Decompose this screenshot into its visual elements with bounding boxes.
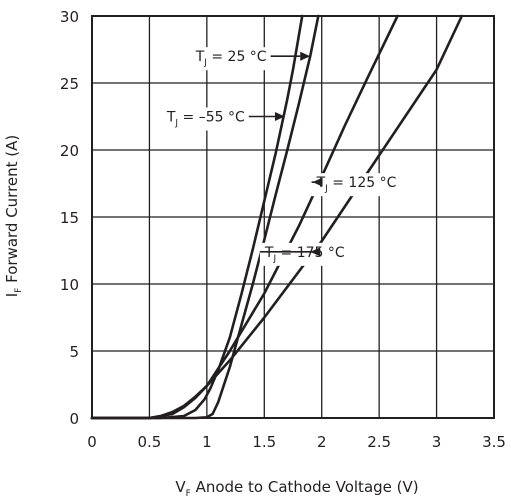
series-annotations: TJ = 25 °C TJ = –55 °C TJ = 125 °C TJ = 175… (161, 47, 401, 266)
x-tick-label: 3 (432, 433, 442, 451)
y-tick-label: 30 (60, 8, 79, 26)
annotation-background (190, 47, 271, 71)
arrowhead-icon (300, 51, 311, 61)
series-line-3 (90, 14, 399, 420)
arrowhead-icon (312, 177, 323, 187)
y-tick-labels: 0 5 10 15 20 25 30 (60, 8, 79, 428)
arrowhead-icon (274, 112, 285, 121)
arrowhead-icon (310, 247, 321, 257)
series-label: TJ = 175 °C (264, 245, 345, 264)
series-label: TJ = 25 °C (195, 49, 267, 68)
plot-frame (91, 15, 495, 419)
annotation-background (259, 242, 349, 266)
x-axis-label: VF Anode to Cathode Voltage (V) (175, 478, 418, 499)
y-tick-label: 15 (60, 209, 79, 227)
annotation-4: TJ = 175 °C (259, 242, 349, 266)
x-tick-label: 0.5 (137, 433, 161, 451)
x-tick-label: 1 (202, 433, 212, 451)
annotation-1: TJ = 25 °C (190, 47, 311, 71)
annotation-background (161, 107, 249, 131)
x-tick-label: 2.5 (367, 433, 391, 451)
annotation-2: TJ = –55 °C (161, 107, 285, 131)
x-tick-labels: 0 0.5 1 1.5 2 2.5 3 3.5 (87, 433, 506, 451)
y-tick-label: 20 (60, 142, 79, 160)
series-line-4 (90, 14, 464, 420)
annotation-3: TJ = 125 °C (311, 173, 401, 197)
x-tick-label: 3.5 (482, 433, 506, 451)
x-tick-label: 2 (317, 433, 327, 451)
x-tick-label: 1.5 (252, 433, 276, 451)
series-line-2 (90, 14, 320, 420)
series-label: TJ = –55 °C (166, 110, 245, 129)
y-tick-label: 10 (60, 276, 79, 294)
y-tick-label: 0 (69, 410, 79, 428)
x-tick-label: 0 (87, 433, 97, 451)
y-axis-label: IF Forward Current (A) (3, 135, 24, 298)
y-tick-label: 5 (69, 343, 79, 361)
annotation-background (311, 173, 401, 197)
chart-grid (92, 16, 494, 418)
y-tick-label: 25 (60, 75, 79, 93)
